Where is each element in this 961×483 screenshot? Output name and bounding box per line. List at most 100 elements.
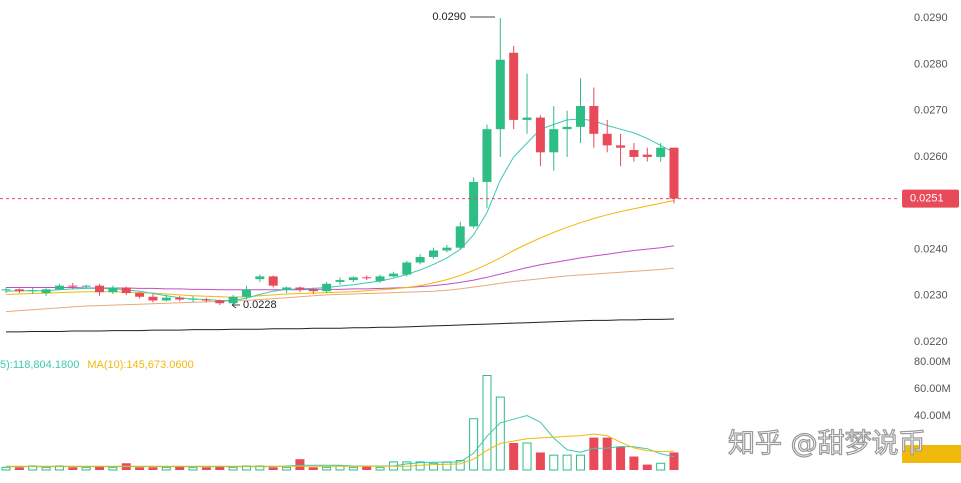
volume-tick-label: 80.00M (914, 356, 951, 368)
volume-bar (656, 462, 666, 471)
volume-bar (642, 464, 652, 470)
candle-body (135, 293, 145, 297)
volume-bar (308, 467, 318, 470)
volume-bar (228, 466, 238, 471)
candle-body (81, 285, 91, 287)
y-tick-label: 0.0270 (914, 105, 948, 117)
volume-bar (562, 454, 572, 471)
volume-bar (322, 466, 332, 471)
volume-tick-label: 40.00M (914, 410, 951, 422)
volume-bar (148, 467, 158, 470)
volume-bar (602, 437, 612, 470)
volume-bar (81, 466, 91, 471)
last-price-label: 0.0251 (910, 193, 944, 205)
volume-bar (455, 460, 465, 471)
volume-bar (362, 465, 372, 470)
candle-body (616, 145, 626, 148)
volume-bar (135, 467, 145, 470)
high-annotation: 0.0290 (432, 11, 466, 23)
volume-bar (482, 375, 492, 471)
ma-line (5, 267, 675, 313)
candle-body (108, 287, 118, 293)
volume-bar (161, 466, 171, 471)
candle-body (228, 296, 238, 304)
candle-body (549, 129, 559, 153)
candle-body (322, 283, 332, 292)
volume-bar (95, 465, 105, 470)
candle-body (41, 289, 51, 294)
candle-body (455, 226, 465, 248)
candle-body (148, 296, 158, 301)
low-annotation: 0.0228 (243, 299, 277, 311)
candle-body (656, 147, 666, 157)
volume-bar (68, 467, 78, 470)
candle-body (308, 289, 318, 292)
watermark: 知乎 @甜梦说币 (728, 429, 926, 460)
volume-ma-line (6, 433, 675, 467)
ma-line (6, 318, 675, 333)
candle-body (375, 276, 385, 282)
candle-body (121, 287, 131, 294)
candle-body (188, 298, 198, 300)
volume-bar (549, 454, 559, 471)
candle-body (362, 277, 372, 279)
candle-body (482, 129, 492, 182)
volume-ma-line (6, 414, 675, 468)
volume-bar (616, 447, 626, 470)
candle-body (589, 106, 599, 134)
candle-body (522, 117, 532, 120)
candle-body (28, 290, 38, 292)
volume-bar (495, 396, 505, 471)
ma-line (5, 118, 675, 301)
volume-bar (41, 466, 51, 471)
candle-body (469, 181, 479, 227)
volume-ma-legend: MA(10):145,673.0600 (87, 359, 193, 371)
candle-body (509, 52, 519, 120)
volume-value-box (902, 445, 961, 463)
volume-bar (348, 466, 358, 471)
volume-bar (629, 456, 639, 470)
candle-body (388, 273, 398, 277)
volume-bar (175, 465, 185, 470)
candle-body (1, 289, 11, 291)
volume-ma-legend: 5):118,804.1800 (0, 359, 79, 371)
candle-body (495, 59, 505, 130)
candle-body (629, 150, 639, 157)
candle-body (241, 289, 251, 297)
candle-body (54, 285, 64, 290)
volume-bar (282, 466, 292, 471)
candle-body (429, 250, 439, 257)
volume-bar (469, 418, 479, 471)
candle-body (535, 117, 545, 153)
volume-bar (669, 452, 679, 470)
volume-bar (1, 466, 11, 471)
candle-body (348, 277, 358, 281)
volume-bar (188, 466, 198, 471)
volume-bar (295, 459, 305, 470)
volume-bar (429, 462, 439, 471)
volume-bar (509, 443, 519, 470)
candle-body (402, 262, 412, 275)
candle-body (95, 285, 105, 293)
volume-bar (535, 452, 545, 470)
volume-bar (215, 465, 225, 470)
volume-bar (575, 454, 585, 471)
candle-body (562, 126, 572, 130)
y-tick-label: 0.0230 (914, 290, 948, 302)
volume-bar (442, 461, 452, 471)
candle-body (268, 276, 278, 286)
candle-body (68, 285, 78, 287)
volume-bar (522, 442, 532, 471)
volume-bar (589, 437, 599, 470)
candle-body (14, 289, 24, 292)
volume-bar (201, 467, 211, 470)
volume-bar (108, 466, 118, 471)
volume-bar (375, 466, 385, 471)
candle-body (415, 256, 425, 263)
candle-body (602, 133, 612, 146)
candle-body (442, 247, 452, 251)
candle-body (335, 280, 345, 282)
y-tick-label: 0.0290 (914, 12, 948, 24)
